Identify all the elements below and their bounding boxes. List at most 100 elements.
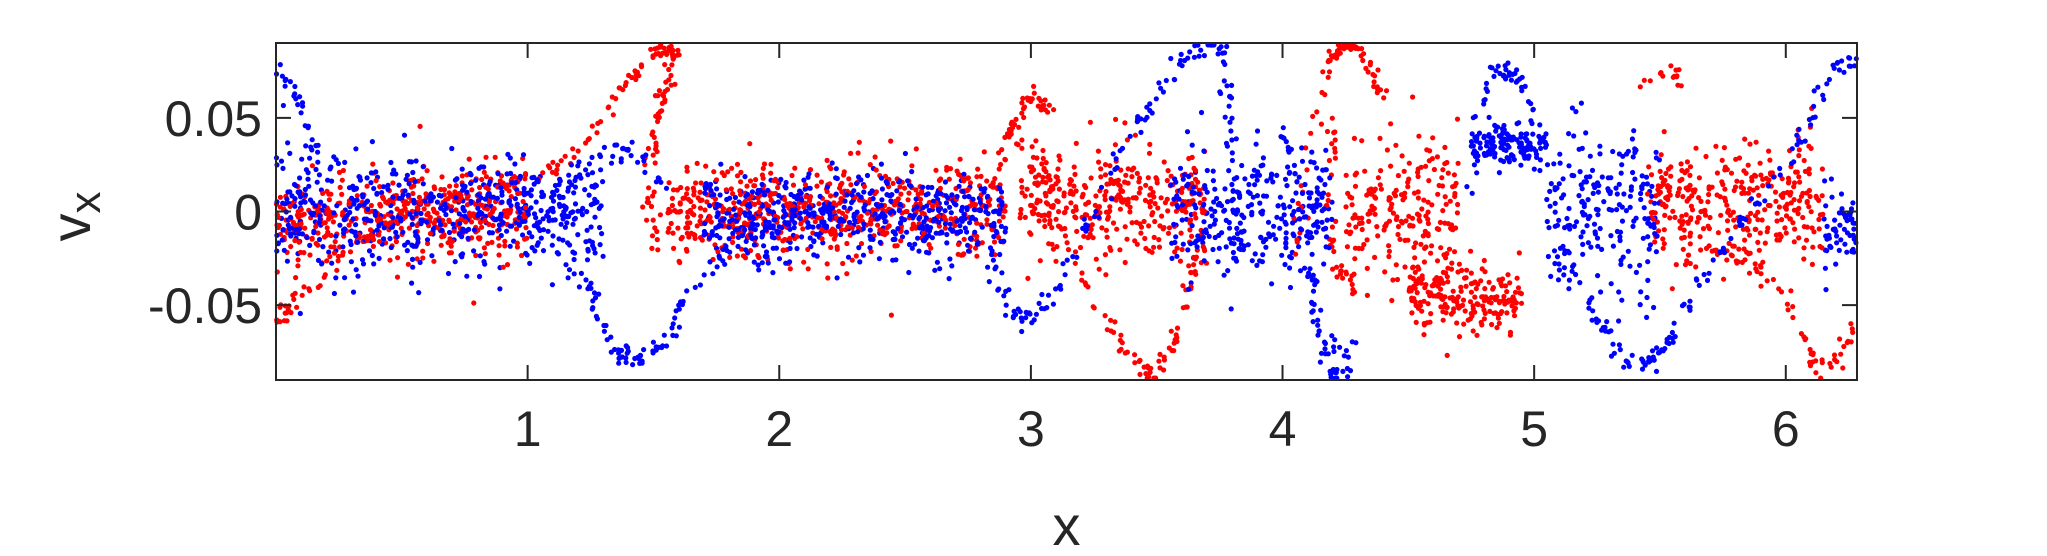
data-point	[699, 197, 705, 203]
data-point	[1589, 167, 1596, 173]
data-point	[742, 174, 748, 180]
data-point	[614, 142, 620, 148]
data-point	[1490, 286, 1496, 292]
data-point	[412, 179, 418, 185]
data-point	[331, 154, 337, 160]
data-point	[669, 325, 675, 331]
data-point	[555, 251, 562, 257]
data-point	[1393, 142, 1399, 148]
data-point	[1721, 276, 1727, 282]
data-point	[1372, 254, 1378, 260]
data-point	[1018, 206, 1024, 213]
data-point	[504, 228, 510, 234]
data-point	[409, 215, 415, 221]
data-point	[583, 277, 589, 283]
data-point	[482, 196, 488, 202]
data-point	[1608, 233, 1614, 239]
data-point	[1331, 344, 1337, 350]
data-point	[1064, 257, 1070, 263]
data-point	[1039, 305, 1045, 312]
data-point	[722, 261, 728, 267]
data-point	[981, 189, 987, 195]
data-point	[1606, 329, 1612, 335]
data-point	[677, 301, 683, 307]
data-point	[1514, 275, 1520, 281]
data-point	[1340, 368, 1346, 374]
data-point	[1277, 225, 1283, 231]
data-point	[1630, 223, 1636, 229]
data-point	[676, 324, 683, 330]
data-point	[658, 179, 664, 185]
data-point	[983, 209, 989, 215]
data-point	[1756, 192, 1762, 198]
data-point	[503, 183, 509, 189]
data-point	[1468, 139, 1475, 145]
data-point	[1649, 183, 1655, 189]
data-point	[1555, 277, 1562, 283]
data-point	[1112, 319, 1118, 325]
data-point	[753, 177, 759, 183]
data-point	[1098, 184, 1105, 190]
data-point	[638, 64, 645, 70]
data-point	[1412, 255, 1418, 261]
data-point	[775, 235, 782, 241]
data-point	[759, 203, 766, 209]
data-point	[1102, 313, 1108, 319]
data-point	[1290, 198, 1296, 204]
data-point	[1454, 320, 1460, 326]
data-point	[1512, 289, 1519, 295]
data-point	[1819, 245, 1825, 251]
data-point	[1006, 134, 1012, 140]
data-point	[1046, 102, 1052, 108]
data-point	[1386, 253, 1392, 260]
data-point	[996, 234, 1002, 241]
data-point	[1440, 317, 1446, 323]
data-point	[1706, 270, 1712, 276]
data-point	[725, 169, 731, 175]
data-point	[824, 157, 830, 163]
data-point	[438, 205, 444, 211]
data-point	[515, 190, 521, 197]
data-point	[1117, 206, 1123, 212]
data-point	[1755, 217, 1761, 223]
data-point	[1129, 167, 1135, 173]
data-point	[1788, 200, 1794, 206]
data-point	[857, 259, 863, 265]
data-point	[1372, 211, 1378, 217]
data-point	[984, 221, 990, 227]
data-point	[471, 227, 477, 233]
data-point	[1323, 225, 1329, 231]
data-point	[1747, 141, 1753, 147]
data-point	[565, 275, 571, 281]
data-point	[1147, 192, 1153, 198]
data-point	[996, 166, 1002, 172]
data-point	[1808, 209, 1814, 215]
data-point	[875, 222, 881, 228]
data-point	[586, 192, 592, 198]
data-point	[1522, 135, 1528, 141]
data-point	[1776, 204, 1782, 210]
data-point	[356, 203, 363, 209]
data-point	[1221, 78, 1227, 84]
data-point	[1235, 236, 1241, 242]
data-point	[655, 50, 661, 57]
data-point	[1675, 190, 1681, 196]
data-point	[1080, 191, 1086, 197]
data-point	[552, 182, 559, 189]
data-point	[665, 210, 671, 216]
data-point	[748, 232, 754, 238]
data-point	[578, 270, 585, 276]
data-point	[819, 236, 825, 242]
data-point	[1821, 216, 1827, 222]
data-point	[703, 231, 709, 237]
data-point	[1830, 62, 1836, 68]
data-point	[1038, 107, 1044, 113]
data-point	[1172, 239, 1178, 246]
data-point	[640, 154, 646, 160]
data-point	[1362, 168, 1368, 174]
data-point	[1757, 160, 1763, 166]
data-point	[1734, 178, 1740, 184]
data-point	[985, 264, 991, 270]
data-point	[1112, 142, 1118, 148]
data-point	[835, 223, 841, 229]
